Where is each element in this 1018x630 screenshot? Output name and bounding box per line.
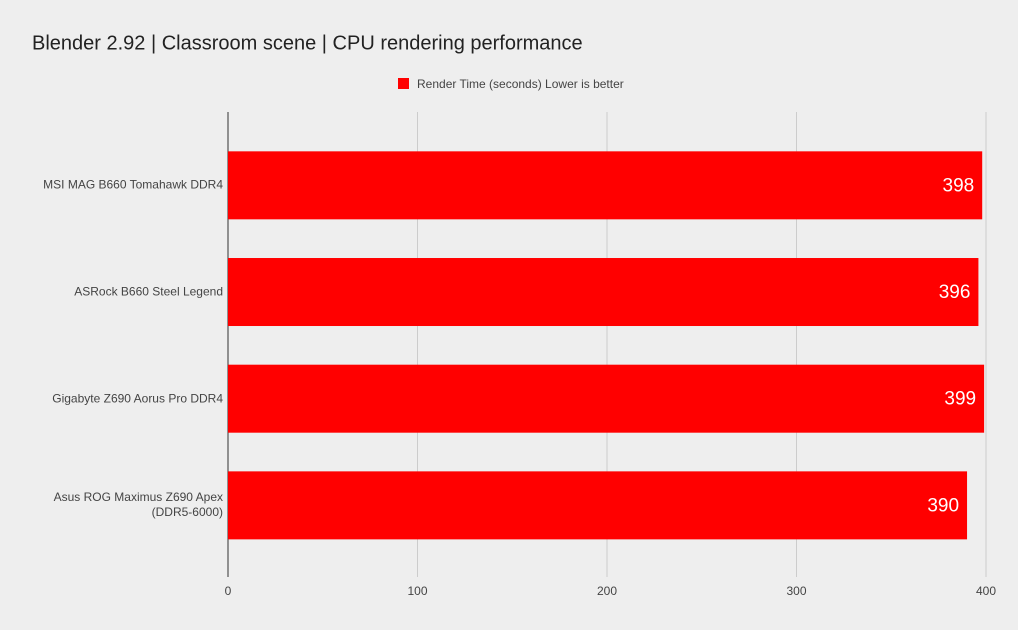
bar [228, 471, 968, 540]
x-tick-label: 400 [976, 584, 996, 598]
x-tick-label: 300 [786, 584, 806, 598]
x-tick-label: 0 [225, 584, 232, 598]
bar [228, 151, 983, 220]
y-tick-label: Asus ROG Maximus Z690 Apex (DDR5-6000) [53, 490, 223, 520]
value-label: 390 [927, 495, 959, 516]
chart-title: Blender 2.92 | Classroom scene | CPU ren… [32, 32, 583, 54]
legend-label: Render Time (seconds) Lower is better [417, 77, 624, 91]
value-label: 396 [939, 282, 971, 303]
y-tick-label: ASRock B660 Steel Legend [74, 284, 223, 299]
x-tick-label: 100 [407, 584, 427, 598]
bar [228, 258, 979, 327]
y-tick-label: Gigabyte Z690 Aorus Pro DDR4 [52, 391, 223, 406]
legend-swatch [398, 78, 409, 89]
y-tick-label: MSI MAG B660 Tomahawk DDR4 [43, 177, 223, 192]
value-label: 399 [944, 389, 976, 410]
bar [228, 364, 985, 433]
value-label: 398 [943, 175, 975, 196]
x-tick-label: 200 [597, 584, 617, 598]
